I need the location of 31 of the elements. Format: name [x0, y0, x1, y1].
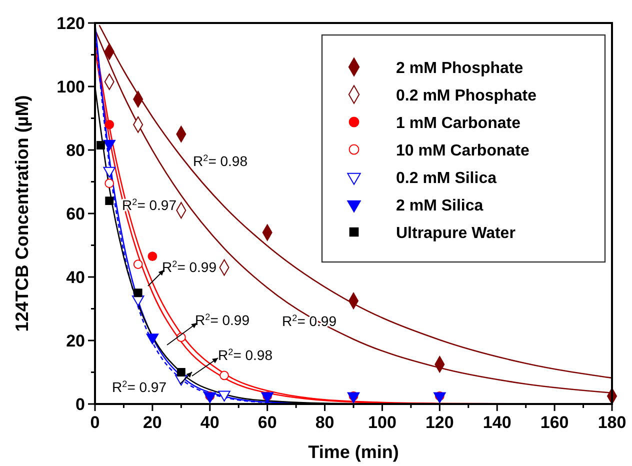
legend-label: Ultrapure Water [396, 225, 516, 242]
y-tick-label: 0 [76, 395, 85, 414]
x-tick-label: 160 [540, 413, 569, 432]
annotation: R$^{2}$= 0.99 [162, 259, 217, 275]
y-tick-label: 60 [66, 204, 85, 224]
legend-label: 1 mM Carbonate [396, 115, 521, 132]
legend-label: 10 mM Carbonate [396, 142, 530, 160]
x-tick-label: 40 [200, 413, 220, 432]
legend-label: 2 mM Silica [396, 198, 484, 214]
annotation: R$^{2}$= 0.98 [218, 347, 273, 363]
legend-label: 2 mM Phosphate [396, 60, 524, 77]
y-axis-title: 124TCB Concentration (µM) [12, 95, 32, 332]
y-tick-label: 100 [56, 78, 85, 96]
x-tick-label: 20 [142, 413, 162, 432]
annotation: R$^{2}$= 0.99 [195, 312, 250, 328]
legend-label: 0.2 mM Silica [396, 170, 497, 187]
y-tick-label: 80 [66, 141, 85, 160]
legend-label: 0.2 mM Phosphate [396, 88, 537, 104]
x-tick-label: 0 [90, 413, 100, 432]
y-tick-label: 20 [66, 332, 85, 350]
x-tick-label: 140 [482, 413, 512, 432]
y-tick-label: 120 [56, 14, 85, 33]
x-tick-label: 60 [258, 413, 277, 432]
annotation: R$^{2}$= 0.97 [112, 379, 167, 395]
x-tick-label: 180 [598, 413, 626, 432]
annotation: R$^{2}$= 0.98 [193, 153, 248, 169]
x-tick-label: 120 [425, 413, 454, 432]
y-tick-label: 40 [66, 268, 85, 287]
x-axis-title: Time (min) [308, 442, 399, 462]
x-tick-label: 80 [315, 413, 334, 432]
x-tick-label: 100 [368, 413, 396, 432]
